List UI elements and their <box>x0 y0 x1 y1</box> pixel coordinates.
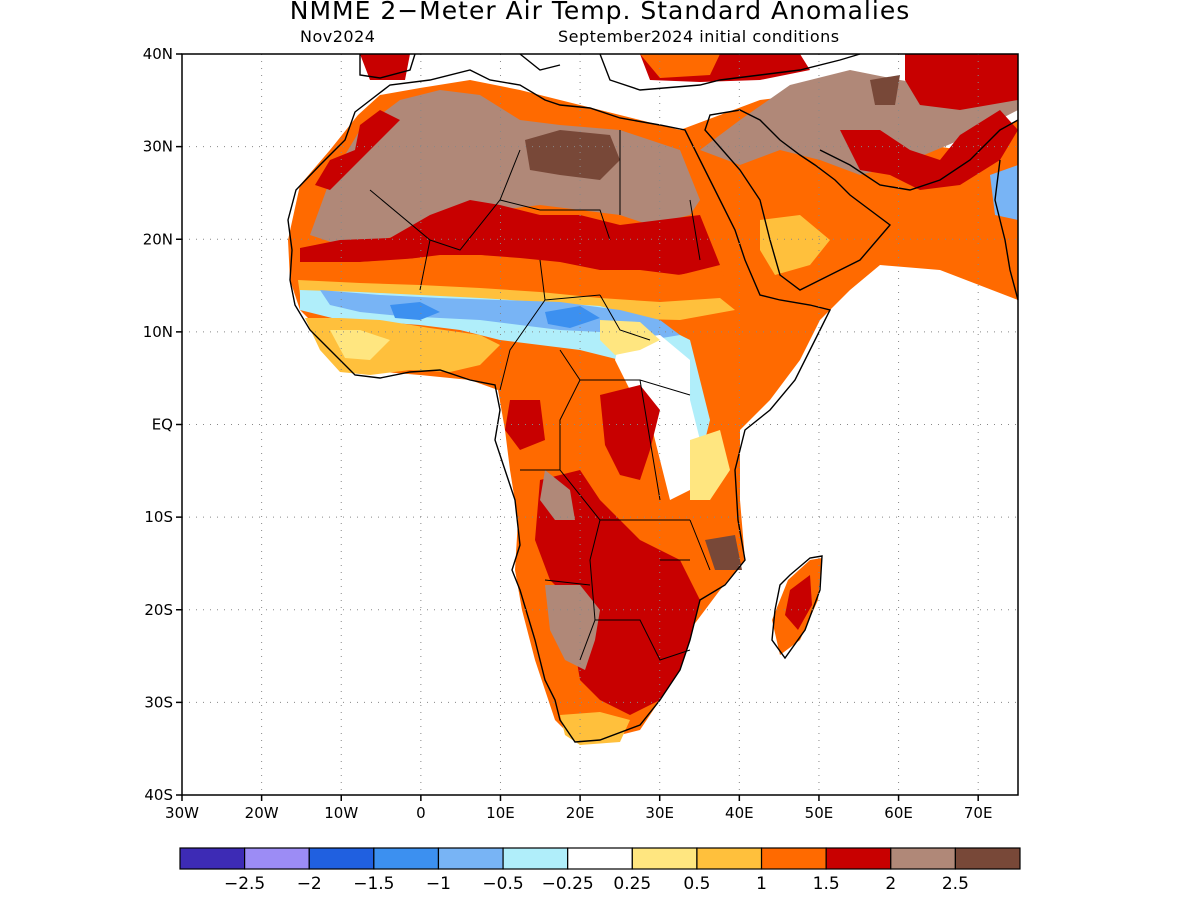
lat-tick-label: 20S <box>144 601 173 619</box>
lon-tick-label: 20E <box>566 804 595 822</box>
colorbar-swatch <box>179 847 246 870</box>
lon-tick-label: 20W <box>245 804 279 822</box>
colorbar-swatch <box>373 847 440 870</box>
colorbar-swatch <box>437 847 504 870</box>
lat-tick-label: EQ <box>152 416 173 434</box>
country-borders <box>369 130 711 661</box>
lat-tick-label: 10N <box>143 323 173 341</box>
cape-yellow <box>560 712 630 745</box>
lon-tick-label: 40E <box>725 804 754 822</box>
sahel-red-band <box>300 200 720 275</box>
lon-tick-label: 50E <box>805 804 834 822</box>
lon-tick-label: 0 <box>416 804 426 822</box>
colorbar-swatch <box>696 847 763 870</box>
lat-tick-label: 20N <box>143 230 173 248</box>
colorbar-label: 0.5 <box>683 874 710 894</box>
sahara-brown-field <box>310 90 700 245</box>
colorbar-swatch <box>502 847 569 870</box>
lon-tick-label: 70E <box>964 804 993 822</box>
colorbar: −2.5 −2 −1.5 −1 −0.5 −0.25 0.25 0.5 1 1.5 2 2.5 <box>179 847 1021 894</box>
india-coastline <box>994 159 1019 301</box>
colorbar-label: 1 <box>756 874 767 894</box>
east-africa-yellow <box>600 320 730 500</box>
colorbar-swatch <box>954 847 1021 870</box>
lon-tick-label: 10W <box>324 804 358 822</box>
europe-coastline <box>359 53 861 91</box>
colorbar-label: −0.5 <box>482 874 523 894</box>
colorbar-label: −1.5 <box>353 874 394 894</box>
congo-red-field <box>505 385 660 480</box>
persian-gulf-coastline <box>819 119 1019 191</box>
colorbar-label: 2 <box>885 874 896 894</box>
west-sahara-red-field <box>315 110 400 190</box>
sahel-negative-band-medium <box>390 302 600 328</box>
madagascar-coastline <box>771 555 823 660</box>
colorbar-label: −0.25 <box>542 874 594 894</box>
guinea-coast-light-yellow <box>330 330 390 360</box>
colorbar-swatch <box>567 847 633 870</box>
colorbar-swatch <box>244 847 310 870</box>
dark-brown-patch-egypt-libya <box>525 130 620 180</box>
target-month-label: Nov2024 <box>300 27 376 46</box>
sahel-negative-band-blue <box>320 290 680 340</box>
lat-tick-label: 30S <box>144 693 173 711</box>
lat-tick-label: 30N <box>143 138 173 156</box>
lon-tick-label: 30W <box>165 804 199 822</box>
colorbar-label: −2 <box>297 874 322 894</box>
lon-tick-label: 60E <box>884 804 913 822</box>
colorbar-label: −2.5 <box>224 874 265 894</box>
lat-tick-label: 10S <box>144 508 173 526</box>
lat-tick-label: 40S <box>144 786 173 804</box>
colorbar-label: 2.5 <box>942 874 969 894</box>
arabia-coastline <box>704 109 892 291</box>
lon-tick-label: 10E <box>486 804 515 822</box>
coastlines <box>287 53 1019 743</box>
lat-tick-label: 40N <box>143 45 173 63</box>
colorbar-swatch <box>890 847 956 870</box>
sahel-orange-band <box>300 255 730 300</box>
colorbar-label: 0.25 <box>613 874 651 894</box>
colorbar-swatch <box>631 847 698 870</box>
dark-brown-patch-iran <box>870 75 900 105</box>
africa-coastline <box>287 69 832 743</box>
dark-brown-patch-mozambique <box>705 535 742 570</box>
border-lines <box>369 130 711 661</box>
colorbar-label: 1.5 <box>813 874 840 894</box>
madagascar-red <box>785 575 812 630</box>
initial-conditions-label: September2024 initial conditions <box>558 27 840 46</box>
colorbar-swatch <box>308 847 375 870</box>
map-title: NMME 2−Meter Air Temp. Standard Anomalie… <box>289 0 911 25</box>
arabia-red-field <box>840 110 1018 190</box>
lon-tick-label: 30E <box>645 804 674 822</box>
colorbar-swatch <box>760 847 827 870</box>
namibia-botswana-brown <box>540 470 600 670</box>
sahel-yellow-band <box>298 280 735 320</box>
colorbar-label: −1 <box>426 874 451 894</box>
colorbar-swatch <box>825 847 892 870</box>
mediterranean-orange-field <box>640 54 720 78</box>
anomaly-fields <box>288 54 1018 745</box>
arabia-yellow-field <box>760 215 830 275</box>
